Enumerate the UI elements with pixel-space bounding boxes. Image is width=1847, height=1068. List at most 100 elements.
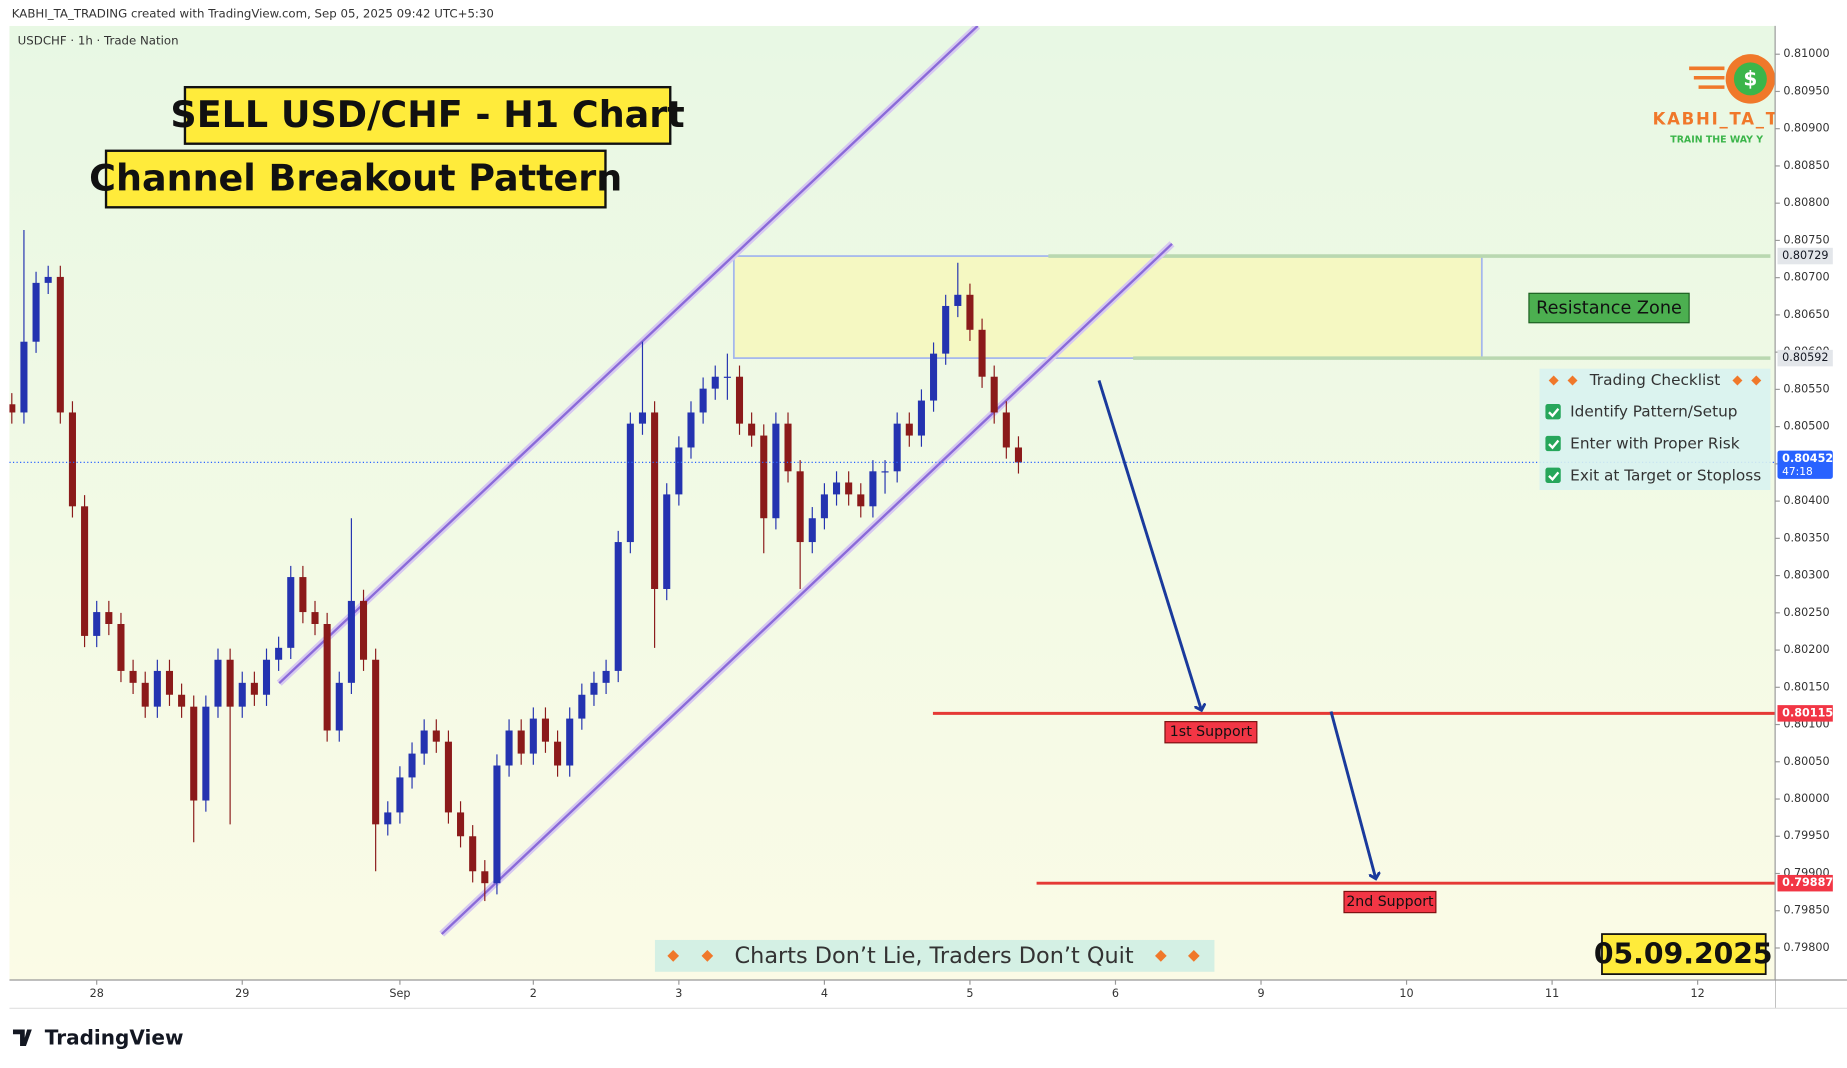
candle-body — [566, 718, 574, 766]
candle-body — [178, 694, 186, 707]
candle-body — [663, 494, 671, 589]
diamond — [1567, 375, 1578, 386]
candle-body — [529, 718, 537, 754]
slogan: Charts Don’t Lie, Traders Don’t Quit — [735, 943, 1134, 969]
checklist-title: Trading Checklist — [1589, 371, 1721, 389]
check-item-label: Exit at Target or Stoploss — [1570, 466, 1761, 484]
support-label-box — [1343, 890, 1437, 914]
candle-body — [250, 682, 258, 695]
checkbox — [1545, 467, 1561, 483]
x-tick-label: 4 — [821, 987, 828, 1000]
checkmark — [1548, 407, 1560, 418]
y-tick-label: 0.80400 — [1783, 494, 1829, 507]
candle-body — [190, 706, 198, 801]
support-label: 1st Support — [1170, 724, 1253, 740]
candle-body — [129, 670, 137, 683]
candle-body — [202, 706, 210, 801]
arrow — [1329, 711, 1376, 878]
logo-coin — [1733, 62, 1767, 96]
candle-body — [493, 765, 501, 884]
logo: $ KABHI_TA_T TRAIN THE WAY Y — [1653, 54, 1775, 146]
y-tick-label: 0.80500 — [1783, 420, 1829, 433]
x-tick-label: 10 — [1399, 987, 1413, 1000]
logo-speed-lines — [1689, 66, 1725, 89]
y-tick-label: 0.80200 — [1783, 643, 1829, 656]
x-tick-label: 29 — [235, 987, 249, 1000]
candle-body — [420, 730, 428, 754]
candle-body — [541, 718, 549, 742]
candle-body — [735, 376, 744, 424]
candle-body — [845, 482, 853, 495]
y-tick-label: 0.80000 — [1783, 792, 1829, 805]
logo-icon: $ — [1743, 67, 1757, 91]
candle-body — [457, 812, 465, 837]
channel-lower — [440, 242, 1173, 935]
candle-body — [165, 670, 174, 695]
candle-body — [226, 659, 234, 707]
candle-body — [832, 482, 841, 495]
date: 05.09.2025 — [1594, 937, 1773, 970]
checkmark — [1548, 471, 1560, 482]
support-label-box — [1164, 721, 1258, 744]
zone-price-label: 0.80592 — [1782, 351, 1828, 364]
diamond — [1155, 950, 1167, 962]
candle-body — [978, 329, 986, 377]
candle-body — [299, 577, 307, 613]
candle-body — [1014, 447, 1022, 463]
x-tick-label: 11 — [1545, 987, 1559, 1000]
y-tick-label: 0.81000 — [1783, 47, 1829, 60]
channel — [276, 25, 1175, 937]
countdown: 47:18 — [1782, 466, 1813, 478]
x-tick-label: Sep — [389, 987, 410, 1000]
subtitle-box — [104, 149, 607, 209]
candle-body — [869, 471, 877, 507]
x-tick-label: 3 — [675, 987, 682, 1000]
y-tick-label: 0.80950 — [1783, 84, 1829, 97]
x-tick-label: 12 — [1691, 987, 1705, 1000]
date-box — [1601, 933, 1767, 976]
candle-body — [275, 647, 283, 660]
footer-logo — [12, 1029, 32, 1046]
candle-body — [505, 730, 513, 766]
candle-body — [214, 659, 222, 707]
candle-body — [81, 506, 89, 636]
candle-body — [372, 659, 380, 825]
candle-body — [820, 494, 828, 519]
candle-body — [432, 730, 440, 742]
x-tick-label: 2 — [530, 987, 537, 1000]
last-price-tag — [1777, 450, 1833, 479]
support-price-label: 0.80115 — [1782, 706, 1833, 719]
candle-body — [347, 600, 355, 683]
candle-body — [602, 670, 610, 683]
candle-body — [893, 423, 901, 472]
check-item: Exit at Target or Stoploss — [1545, 466, 1761, 484]
candle-body — [9, 404, 16, 413]
candle-body — [796, 471, 804, 543]
symbol-info: USDCHF · 1h · Trade Nation — [18, 34, 179, 48]
diamond — [667, 950, 680, 962]
y-tick-label: 0.80750 — [1783, 233, 1829, 246]
candle-body — [323, 623, 331, 731]
candle-body — [311, 612, 319, 624]
candle-body — [1002, 412, 1010, 448]
candle-body — [44, 276, 52, 283]
candle-body — [808, 518, 816, 543]
zone-price-label: 0.80729 — [1782, 249, 1828, 262]
y-tick-label: 0.80150 — [1783, 680, 1829, 693]
y-tick-label: 0.79850 — [1783, 904, 1829, 917]
watermark: KABHI_TA_TRADING created with TradingVie… — [12, 7, 494, 21]
candle-body — [469, 836, 477, 872]
candle-body — [687, 412, 695, 448]
y-tick-label: 0.79800 — [1783, 941, 1829, 954]
y-tick-label: 0.80700 — [1783, 271, 1829, 284]
support-price-tag — [1777, 705, 1833, 722]
candle-body — [105, 612, 113, 624]
diamond — [701, 950, 714, 962]
support-label: 2nd Support — [1346, 894, 1434, 910]
candle-body — [554, 741, 562, 766]
logo-tagline: TRAIN THE WAY Y — [1670, 135, 1763, 146]
check-item-label: Enter with Proper Risk — [1570, 435, 1740, 453]
title-box — [183, 85, 672, 145]
candle-body — [905, 423, 913, 436]
